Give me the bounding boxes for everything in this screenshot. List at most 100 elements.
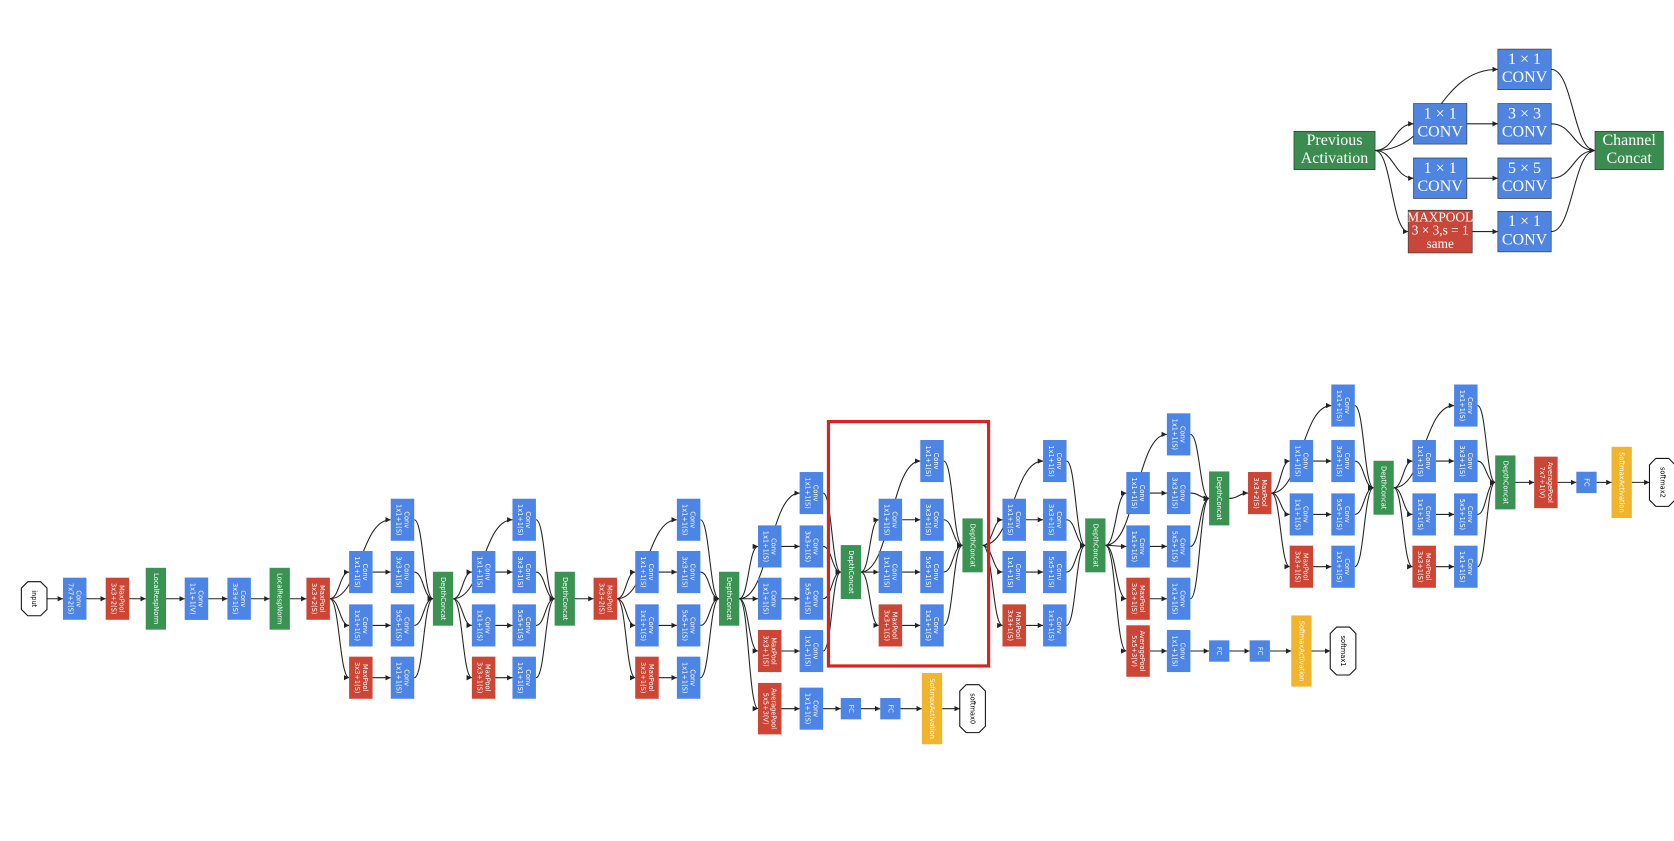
module-box [1413,103,1468,145]
edge [1477,479,1496,568]
layer-box [512,656,536,699]
module-label: CONV [1502,124,1548,141]
module-label: 3 × 3 [1508,105,1541,122]
layer-label: 1x1+1(S) [639,556,647,588]
layer-box [1291,615,1312,687]
layer-label: MaxPool [1260,479,1268,506]
layer-label: 1x1+1(S) [803,635,811,667]
edge [1551,123,1596,154]
layer-label: 5x5+1(S) [803,583,811,615]
layer-box [920,551,944,594]
layer-label: 1x1+1(S) [1171,419,1179,451]
layer-label: Conv [932,453,940,470]
layer-label: 5x5+1(S) [1047,556,1055,588]
layer-label: Conv [1138,538,1146,555]
layer-box [840,545,862,600]
layer-label: Conv [196,590,204,607]
module-box [1293,130,1376,171]
layer-label: MaxPool [361,664,369,691]
layer-box [757,682,782,735]
layer-label: Conv [1466,506,1474,523]
layer-box [1412,440,1436,483]
layer-node: FC [880,697,901,720]
edge [452,598,473,681]
layer-node: DepthConcat [554,571,575,626]
edge [1105,543,1127,550]
layer-box [1454,493,1478,536]
io-node [1648,457,1674,507]
layer-label: Conv [484,617,492,634]
edge [1375,121,1414,152]
layer-label: softmax0 [969,693,977,724]
module-label: Concat [1606,150,1652,167]
edge [1104,544,1127,654]
layer-node: FC [1249,640,1270,662]
layer-label: Conv [1179,485,1187,502]
edge [1190,495,1210,547]
layer-label: DepthConcat [1501,461,1509,505]
layer-box [390,551,415,594]
layer-box [1209,471,1230,526]
layer-box [1002,604,1026,647]
layer-label: 1x1+1(S) [882,504,890,536]
layer-box [1043,551,1067,594]
layer-label: 1x1+1(S) [353,610,361,642]
edge [329,569,350,600]
layer-label: Conv [75,590,83,607]
layer-label: 7x7+2(S) [67,583,75,615]
layer-label: Conv [890,511,898,528]
layer-label: 1x1+1(S) [1006,504,1014,536]
layer-label: 1x1+1(S) [1416,499,1424,531]
layer-label: 1x1+1(S) [1006,556,1014,588]
layer-label: 3x3+1(S) [1006,610,1014,642]
module-label: CONV [1418,178,1464,195]
layer-label: 3x3+2(S) [310,583,318,615]
layer-label: Conv [1179,590,1187,607]
layer-box [676,498,701,541]
layer-node: DepthConcat [719,571,740,626]
layer-label: 1x1+1(S) [924,610,932,642]
layer-box [1002,551,1026,594]
layer-label: DepthConcat [1380,466,1388,510]
layer-box [1126,472,1150,515]
layer-label: 3x3+1(S) [353,662,361,694]
layer-label: 1x1+1(S) [681,504,689,536]
layer-label: 1x1+1(S) [516,662,524,694]
layer-box [676,551,701,594]
layer-label: MaxPool [647,664,655,691]
layer-label: Conv [811,643,819,660]
module-box [1497,103,1552,145]
layer-node: DepthConcat [962,518,983,573]
layer-label: 1x1+1(S) [1293,499,1301,531]
edge [413,596,434,679]
layer-label: Conv [524,511,532,528]
layer-label: DepthConcat [725,577,733,621]
edge [1354,485,1374,568]
layer-label: 3x3+1(S) [639,662,647,694]
layer-box [471,551,496,594]
layer-label: 3x3+1(S) [762,635,770,667]
layer-box [1289,545,1314,588]
layer-label: AveragePool [1138,631,1146,672]
layer-label: Conv [1424,453,1432,470]
layer-label: Conv [1343,506,1351,523]
layer-box [878,604,903,647]
